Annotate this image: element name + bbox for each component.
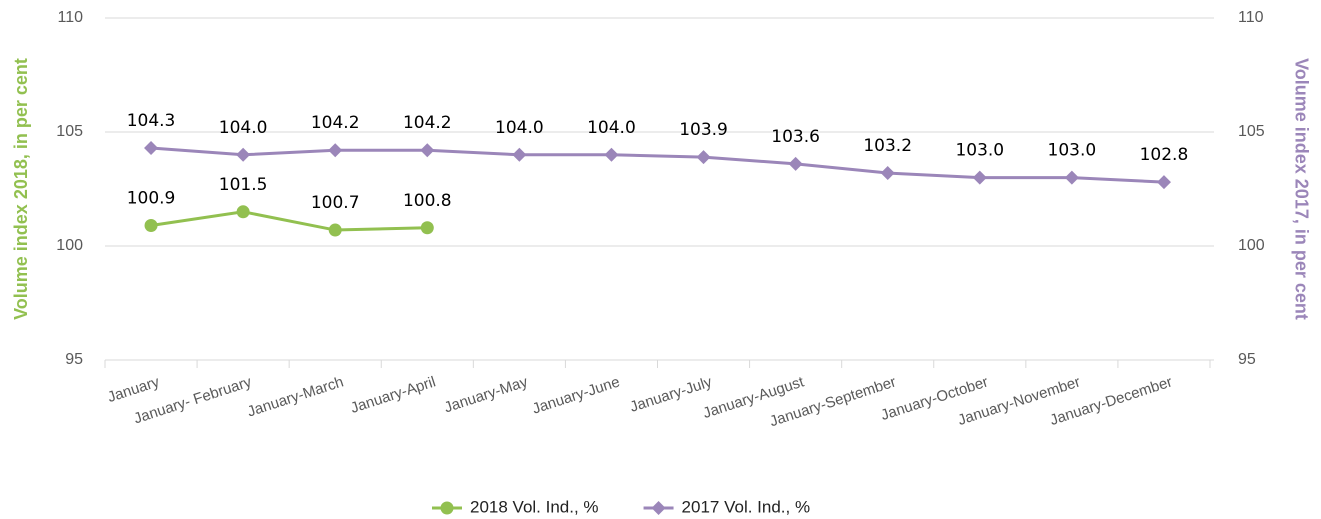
y-tick-label: 110 (57, 9, 83, 26)
y-tick-label: 95 (65, 351, 83, 368)
y-tick-label: 105 (56, 123, 83, 140)
y2-tick-label: 105 (1238, 123, 1265, 140)
data-point (144, 218, 158, 232)
data-point (604, 147, 619, 162)
x-tick-label: January-May (442, 373, 530, 416)
y-tick-label: 100 (56, 237, 83, 254)
data-point (236, 147, 251, 162)
data-label: 104.0 (495, 118, 544, 138)
data-point (696, 150, 711, 165)
data-point (512, 147, 527, 162)
data-point (144, 140, 159, 155)
data-point (880, 166, 895, 181)
data-point (328, 223, 342, 237)
y-axis-title: Volume index 2018, in per cent (11, 58, 31, 320)
data-label: 103.6 (771, 127, 820, 147)
x-tick-label: January-March (245, 373, 345, 420)
data-label: 104.0 (219, 118, 268, 138)
data-label: 104.0 (587, 118, 636, 138)
data-label: 100.8 (403, 191, 452, 211)
series-line (150, 146, 1165, 184)
legend-label: 2017 Vol. Ind., % (682, 497, 811, 516)
data-label: 104.2 (403, 113, 452, 133)
data-point (236, 205, 250, 219)
data-point (972, 170, 987, 185)
data-label: 103.9 (679, 120, 728, 140)
data-label: 100.9 (127, 188, 176, 208)
x-tick-label: January-April (348, 373, 437, 416)
series-line (150, 210, 428, 232)
data-label: 103.0 (1048, 141, 1097, 161)
legend-marker (440, 501, 454, 515)
data-label: 102.8 (1140, 145, 1189, 165)
data-point (420, 143, 435, 158)
data-point (1064, 170, 1079, 185)
legend-label: 2018 Vol. Ind., % (470, 497, 599, 516)
data-point (788, 156, 803, 171)
data-label: 104.3 (127, 111, 176, 131)
legend-marker (651, 501, 666, 515)
y2-tick-label: 100 (1238, 237, 1265, 254)
data-point (1156, 175, 1171, 190)
y2-axis-title: Volume index 2017, in per cent (1291, 58, 1311, 320)
data-label: 103.2 (863, 136, 912, 156)
data-point (328, 143, 343, 158)
y2-tick-label: 95 (1238, 351, 1256, 368)
x-tick-label: January-June (530, 373, 622, 417)
data-label: 100.7 (311, 193, 360, 213)
data-label: 104.2 (311, 113, 360, 133)
data-point (420, 221, 434, 235)
x-tick-label: January (105, 373, 161, 406)
y2-tick-label: 110 (1238, 9, 1264, 26)
data-label: 103.0 (955, 141, 1004, 161)
data-label: 101.5 (219, 175, 268, 195)
